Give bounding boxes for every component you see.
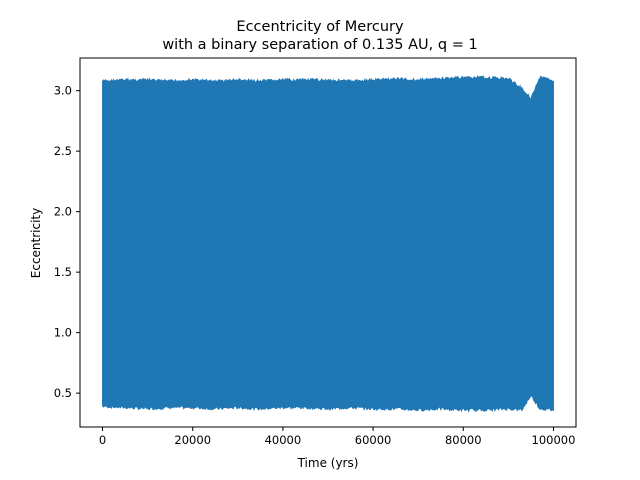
x-tick-label: 0: [99, 433, 106, 447]
series-band-0: [102, 74, 554, 413]
y-tick-label: 0.5: [54, 386, 72, 400]
y-tick-label: 2.5: [54, 144, 72, 158]
y-axis-label: Eccentricity: [29, 208, 43, 278]
x-tick-label: 100000: [532, 433, 576, 447]
chart-title: Eccentricity of Mercury: [236, 19, 404, 35]
x-tick-label: 80000: [445, 433, 482, 447]
y-tick-label: 2.0: [54, 205, 72, 219]
x-tick-label: 20000: [174, 433, 211, 447]
x-tick-label: 40000: [265, 433, 302, 447]
chart-subtitle: with a binary separation of 0.135 AU, q …: [162, 37, 478, 53]
y-tick-label: 3.0: [54, 84, 72, 98]
y-tick-label: 1.0: [54, 326, 72, 340]
plot-frame: [79, 57, 577, 428]
y-tick-label: 1.5: [54, 265, 72, 279]
x-axis-label: Time (yrs): [297, 456, 359, 470]
x-tick-label: 60000: [355, 433, 392, 447]
